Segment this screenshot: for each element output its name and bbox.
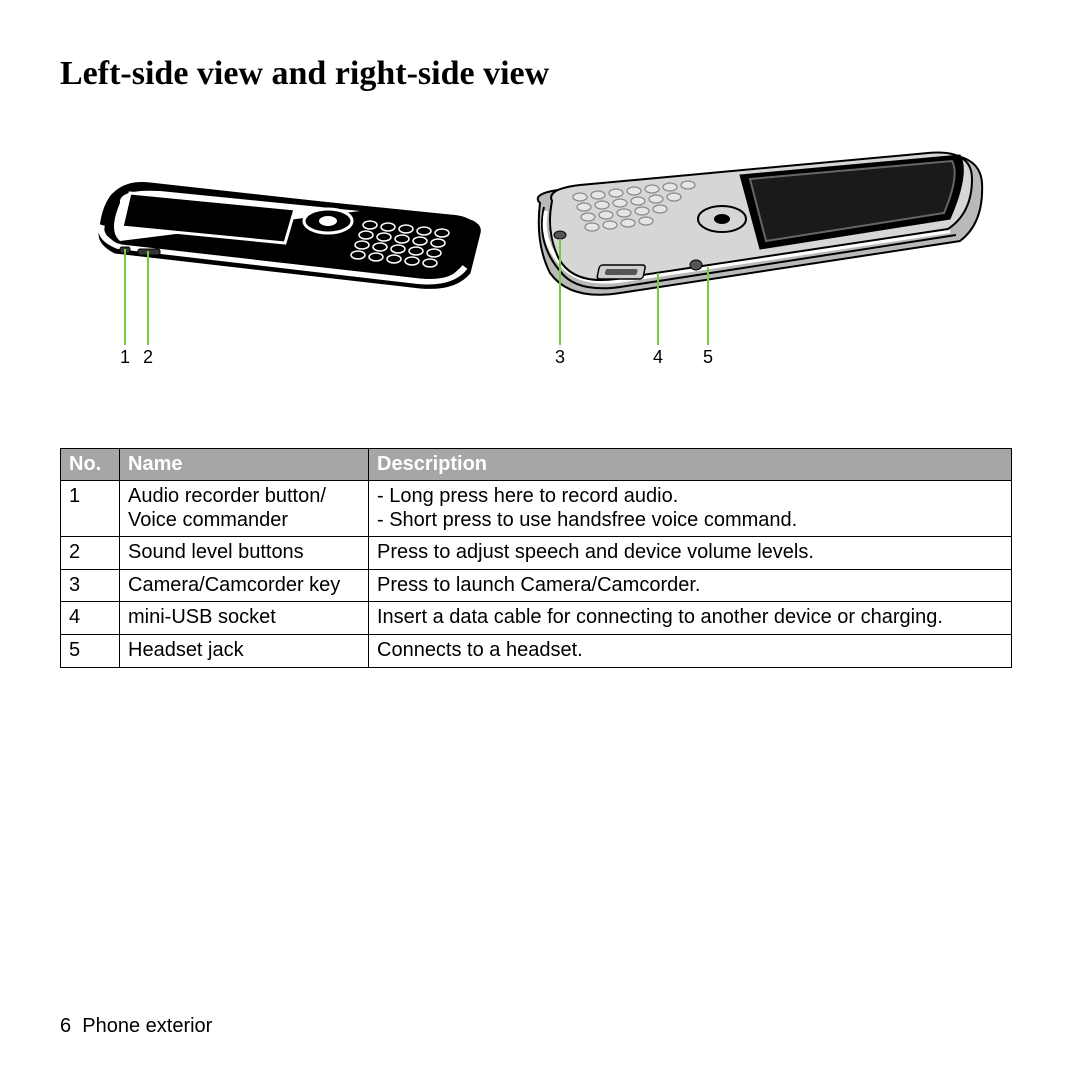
callout-4: 4 — [653, 347, 663, 368]
cell-no: 1 — [61, 481, 120, 537]
table-row: 2Sound level buttonsPress to adjust spee… — [61, 537, 1012, 570]
manual-page: Left-side view and right-side view — [0, 0, 1080, 1080]
table-row: 5Headset jackConnects to a headset. — [61, 634, 1012, 667]
cell-desc: Insert a data cable for connecting to an… — [369, 602, 1012, 635]
table-header-row: No. Name Description — [61, 449, 1012, 481]
cell-no: 3 — [61, 569, 120, 602]
cell-name: Audio recorder button/ Voice commander — [120, 481, 369, 537]
cell-name: Camera/Camcorder key — [120, 569, 369, 602]
cell-name: Headset jack — [120, 634, 369, 667]
table-row: 4mini-USB socketInsert a data cable for … — [61, 602, 1012, 635]
cell-no: 4 — [61, 602, 120, 635]
parts-tbody: 1Audio recorder button/ Voice commander-… — [61, 481, 1012, 668]
footer-section: Phone exterior — [82, 1015, 212, 1037]
page-footer: 6 Phone exterior — [60, 1015, 212, 1038]
cell-no: 2 — [61, 537, 120, 570]
th-desc: Description — [369, 449, 1012, 481]
page-title: Left-side view and right-side view — [60, 55, 1020, 93]
cell-desc: - Long press here to record audio. - Sho… — [369, 481, 1012, 537]
cell-desc: Press to adjust speech and device volume… — [369, 537, 1012, 570]
th-no: No. — [61, 449, 120, 481]
table-row: 1Audio recorder button/ Voice commander-… — [61, 481, 1012, 537]
callout-labels: 1 2 3 4 5 — [60, 113, 1020, 373]
cell-desc: Press to launch Camera/Camcorder. — [369, 569, 1012, 602]
illustration-area: 1 2 3 4 5 — [60, 113, 1020, 373]
th-name: Name — [120, 449, 369, 481]
cell-name: mini-USB socket — [120, 602, 369, 635]
callout-2: 2 — [143, 347, 153, 368]
footer-page-number: 6 — [60, 1015, 71, 1037]
callout-3: 3 — [555, 347, 565, 368]
cell-desc: Connects to a headset. — [369, 634, 1012, 667]
cell-no: 5 — [61, 634, 120, 667]
parts-table: No. Name Description 1Audio recorder but… — [60, 448, 1012, 668]
table-row: 3Camera/Camcorder keyPress to launch Cam… — [61, 569, 1012, 602]
callout-5: 5 — [703, 347, 713, 368]
cell-name: Sound level buttons — [120, 537, 369, 570]
callout-1: 1 — [120, 347, 130, 368]
